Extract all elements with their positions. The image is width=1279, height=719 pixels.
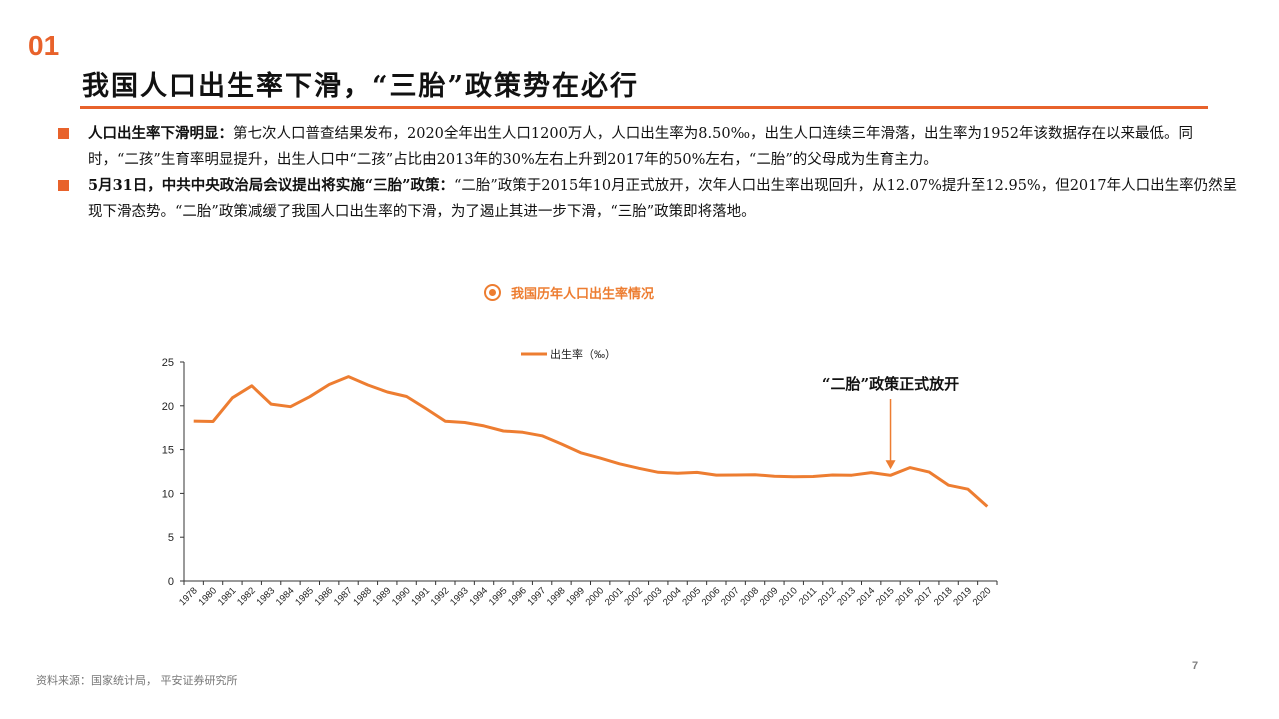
y-tick-label: 10 xyxy=(162,488,174,500)
x-tick-label: 2013 xyxy=(835,585,858,608)
x-tick-label: 2004 xyxy=(661,585,684,608)
x-tick-label: 1991 xyxy=(409,585,432,608)
x-tick-label: 2003 xyxy=(642,585,665,608)
x-tick-label: 2020 xyxy=(971,585,994,608)
x-tick-label: 1993 xyxy=(448,585,471,608)
title-divider xyxy=(80,106,1208,109)
x-tick-label: 1994 xyxy=(467,585,490,608)
x-tick-label: 2017 xyxy=(913,585,936,608)
x-tick-label: 1983 xyxy=(255,585,278,608)
chart-heading: 我国历年人口出生率情况 xyxy=(484,283,654,302)
x-tick-label: 2005 xyxy=(680,585,703,608)
x-tick-label: 2006 xyxy=(700,585,723,608)
x-tick-label: 2019 xyxy=(951,585,974,608)
x-tick-label: 2011 xyxy=(797,585,819,607)
x-tick-label: 1997 xyxy=(526,585,549,608)
x-tick-label: 2008 xyxy=(738,585,761,608)
x-tick-label: 1978 xyxy=(177,585,200,608)
bullet-list: 人口出生率下滑明显：第七次人口普查结果发布，2020全年出生人口1200万人，人… xyxy=(58,121,1238,225)
x-tick-label: 1984 xyxy=(274,585,297,608)
x-tick-label: 1987 xyxy=(332,585,355,608)
bullet-heading: 5月31日，中共中央政治局会议提出将实施“三胎”政策： xyxy=(88,177,454,194)
x-tick-label: 2007 xyxy=(719,585,742,608)
x-tick-label: 1999 xyxy=(564,585,587,608)
y-tick-label: 15 xyxy=(162,445,174,457)
bullet-text: 第七次人口普查结果发布，2020全年出生人口1200万人，人口出生率为8.50‰… xyxy=(88,126,1193,168)
x-tick-label: 2018 xyxy=(932,585,955,608)
x-tick-label: 2001 xyxy=(603,585,626,608)
x-tick-label: 1989 xyxy=(371,585,394,608)
y-tick-label: 0 xyxy=(168,576,174,588)
x-tick-label: 1995 xyxy=(487,585,510,608)
x-tick-label: 2010 xyxy=(777,585,800,608)
x-tick-label: 2016 xyxy=(893,585,916,608)
x-tick-label: 1992 xyxy=(429,585,452,608)
x-tick-label: 2012 xyxy=(816,585,839,608)
page-title: 我国人口出生率下滑，“三胎”政策势在必行 xyxy=(82,71,640,102)
x-tick-label: 1986 xyxy=(313,585,336,608)
bullet-item: 5月31日，中共中央政治局会议提出将实施“三胎”政策：“二胎”政策于2015年1… xyxy=(58,173,1238,225)
annotation-label: “二胎”政策正式放开 xyxy=(822,375,959,393)
page-number: 7 xyxy=(1192,660,1199,672)
square-bullet-icon xyxy=(58,180,69,191)
y-tick-label: 5 xyxy=(168,532,174,544)
x-tick-label: 1998 xyxy=(545,585,568,608)
x-tick-label: 2009 xyxy=(758,585,781,608)
x-tick-label: 1985 xyxy=(293,585,316,608)
y-tick-label: 20 xyxy=(162,401,174,413)
legend-label: 出生率（‰） xyxy=(550,347,616,361)
square-bullet-icon xyxy=(58,128,69,139)
bullet-text: “二胎”政策于2015年10月正式放开，次年人口出生率出现回升，从12.07%提… xyxy=(88,178,1238,220)
x-tick-label: 2014 xyxy=(855,585,878,608)
x-tick-label: 2002 xyxy=(622,585,645,608)
x-tick-label: 1980 xyxy=(196,585,219,608)
x-tick-label: 2015 xyxy=(874,585,897,608)
radio-target-icon xyxy=(484,284,501,301)
x-tick-label: 2000 xyxy=(584,585,607,608)
x-tick-label: 1982 xyxy=(235,585,258,608)
chart-heading-text: 我国历年人口出生率情况 xyxy=(511,287,655,302)
source-note: 资料来源：国家统计局， 平安证券研究所 xyxy=(36,674,238,687)
bullet-item: 人口出生率下滑明显：第七次人口普查结果发布，2020全年出生人口1200万人，人… xyxy=(58,121,1238,173)
arrow-head-icon xyxy=(885,460,896,470)
birth-rate-line xyxy=(193,375,989,508)
bullet-heading: 人口出生率下滑明显： xyxy=(88,125,233,142)
x-tick-label: 1988 xyxy=(351,585,374,608)
y-tick-label: 25 xyxy=(162,357,174,369)
x-tick-label: 1996 xyxy=(506,585,529,608)
x-tick-label: 1981 xyxy=(216,585,239,608)
section-number: 01 xyxy=(28,30,60,61)
x-tick-label: 1990 xyxy=(390,585,413,608)
